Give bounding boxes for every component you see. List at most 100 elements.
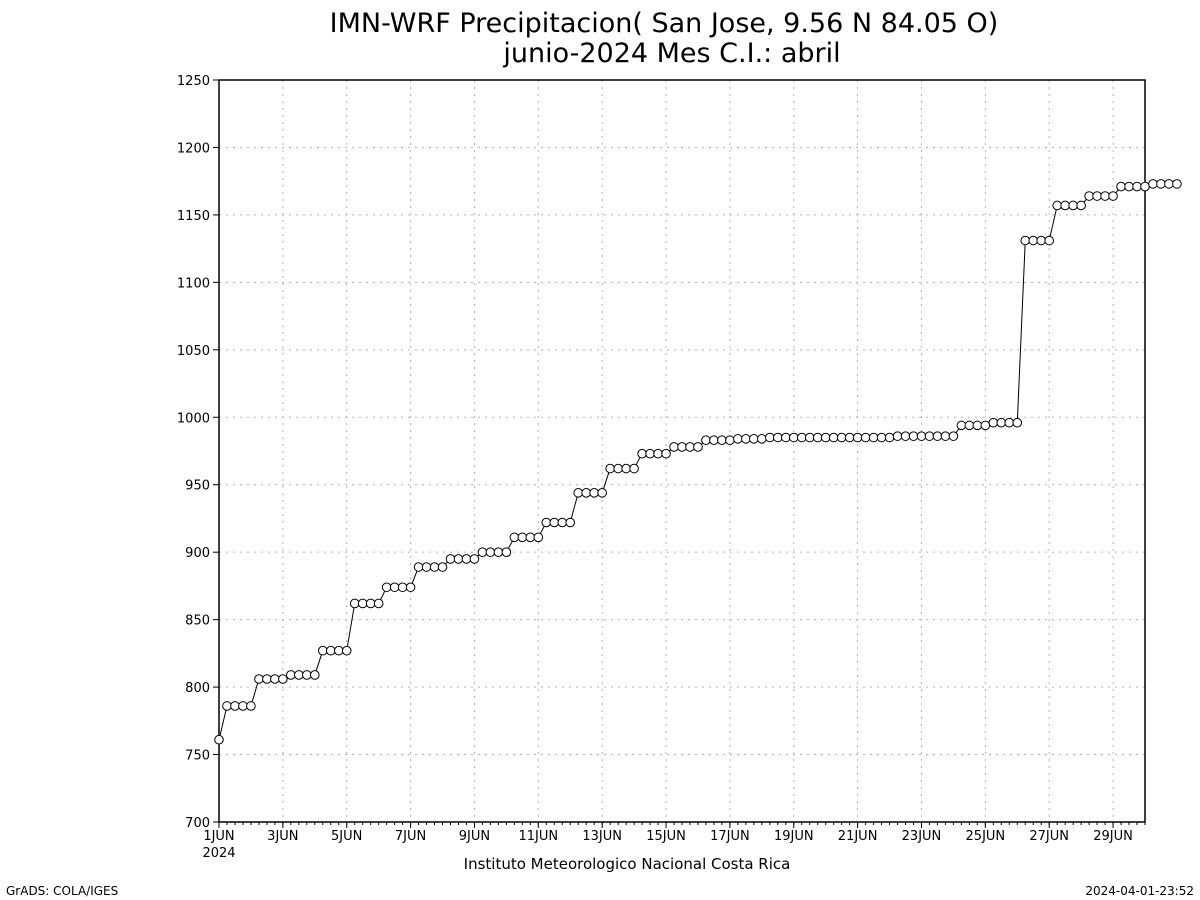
data-point [1012, 417, 1023, 428]
y-tick-label: 1150 [177, 209, 210, 224]
data-point [788, 432, 799, 443]
x-tick-label: 7JUN [395, 829, 426, 844]
x-tick-label: 11JUN [518, 829, 558, 844]
data-point [405, 582, 416, 593]
y-tick-label: 1000 [177, 411, 210, 426]
data-point [389, 582, 400, 593]
data-point [836, 432, 847, 443]
data-point [509, 532, 520, 543]
data-point [1028, 235, 1039, 246]
data-point [1068, 200, 1078, 211]
series-path [218, 183, 1177, 740]
data-point [900, 431, 911, 441]
data-point [421, 562, 432, 572]
x-tick-label: 25JUN [966, 829, 1006, 844]
data-point [365, 598, 376, 609]
data-point [453, 554, 464, 564]
data-point [661, 448, 671, 459]
data-point [493, 547, 504, 557]
data-point [1108, 191, 1118, 201]
data-point [868, 432, 879, 443]
data-point [709, 435, 719, 446]
x-tick-label: 19JUN [774, 829, 814, 844]
x-tick-label: 21JUN [838, 829, 878, 844]
data-point [557, 517, 568, 528]
data-point [916, 431, 927, 441]
data-point [621, 463, 631, 474]
data-point [262, 674, 272, 684]
data-point [278, 674, 288, 684]
x-tick-label: 1JUN [203, 829, 234, 844]
data-point [757, 434, 767, 444]
data-point [860, 432, 871, 443]
data-point [677, 442, 687, 452]
x-tick-label: 17JUN [710, 829, 750, 844]
data-point [820, 432, 831, 443]
plot-frame [218, 79, 1146, 823]
y-tick-label: 950 [185, 479, 210, 494]
credit-text: Instituto Meteorologico Nacional Costa R… [464, 855, 791, 873]
data-point [469, 554, 480, 564]
x-tick-label: 15JUN [646, 829, 686, 844]
data-point [717, 435, 727, 446]
data-point [812, 432, 823, 443]
data-point [637, 448, 647, 459]
data-point [1164, 179, 1174, 189]
data-point [222, 701, 232, 711]
data-point [693, 442, 703, 452]
y-tick-label: 850 [185, 614, 210, 629]
data-point [828, 432, 839, 443]
data-point [892, 431, 903, 441]
data-point [549, 517, 560, 528]
data-point [381, 582, 392, 593]
chart-subtitle: junio-2024 Mes C.I.: abril [502, 38, 840, 69]
data-point [349, 598, 360, 609]
data-point [948, 431, 959, 441]
data-point [932, 431, 943, 441]
data-point [1052, 200, 1062, 211]
data-point [581, 488, 592, 498]
data-point [341, 645, 352, 656]
data-point [908, 431, 919, 441]
data-point [725, 435, 735, 446]
x-tick-label: 13JUN [582, 829, 622, 844]
data-point [964, 420, 975, 431]
data-point [1148, 179, 1158, 189]
data-point [437, 562, 448, 572]
data-point [844, 432, 855, 443]
data-point [1036, 235, 1047, 246]
x-tick-sublabel: 2024 [202, 846, 235, 861]
data-point [565, 517, 576, 528]
y-tick-label: 750 [185, 749, 210, 764]
data-point [501, 547, 512, 557]
data-point [286, 670, 296, 680]
data-point [413, 562, 424, 572]
data-point [238, 701, 248, 711]
data-point [876, 432, 887, 443]
data-point [1060, 200, 1070, 211]
data-point [701, 435, 711, 446]
data-point [884, 432, 895, 443]
data-point [605, 463, 615, 474]
data-point [1076, 200, 1086, 211]
x-tick-label: 29JUN [1093, 829, 1133, 844]
data-point [972, 420, 983, 431]
data-point [1092, 191, 1102, 201]
data-point [517, 532, 528, 543]
y-tick-label: 1100 [177, 276, 210, 291]
data-point [956, 420, 967, 431]
data-point [445, 554, 456, 564]
data-point [1116, 181, 1126, 192]
data-point [852, 432, 863, 443]
data-point [996, 417, 1007, 428]
data-point [685, 442, 695, 452]
x-tick-label: 9JUN [459, 829, 490, 844]
y-tick-label: 900 [185, 546, 210, 561]
data-point [765, 432, 775, 443]
data-point [1140, 181, 1150, 192]
data-point [589, 488, 599, 498]
data-point [1156, 179, 1166, 189]
data-point [1004, 417, 1015, 428]
x-tick-label: 27JUN [1029, 829, 1069, 844]
